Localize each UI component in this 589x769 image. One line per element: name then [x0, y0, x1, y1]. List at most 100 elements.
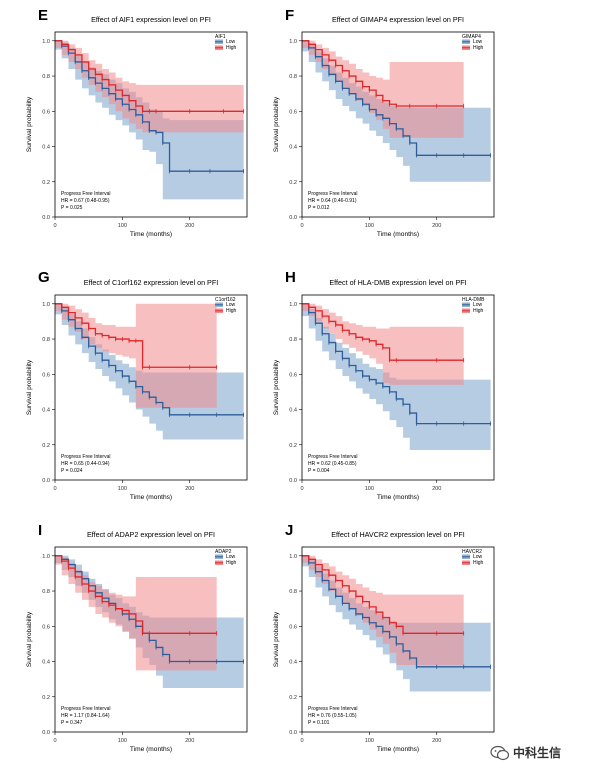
- stats-line: P = 0.012: [308, 205, 330, 211]
- x-tick-label: 100: [118, 738, 127, 744]
- x-tick-label: 0: [300, 223, 303, 229]
- y-tick-label: 1.0: [42, 554, 50, 560]
- x-axis-title: Time (months): [130, 231, 172, 238]
- km-curve-low: [55, 40, 244, 172]
- chart-title: Effect of AIF1 expression level on PFI: [91, 15, 211, 24]
- y-tick-label: 0.0: [42, 478, 50, 484]
- legend-title: C1orf162: [215, 297, 236, 303]
- panel-letter: E: [38, 7, 48, 24]
- plot-frame: [54, 294, 248, 481]
- legend-label-low: Low: [226, 302, 236, 308]
- x-tick-label: 0: [53, 486, 56, 492]
- stats-line: HR = 1.17 (0.84-1.64): [61, 713, 110, 719]
- ci-band-low: [302, 303, 491, 451]
- km-curve-low: [302, 303, 491, 425]
- panel-letter: I: [38, 522, 42, 539]
- x-tick-label: 200: [185, 223, 194, 229]
- x-axis-title: Time (months): [130, 746, 172, 753]
- legend-label-low: Low: [473, 302, 483, 308]
- panel-letter: J: [285, 522, 293, 539]
- legend-title: GIMAP4: [462, 34, 481, 40]
- chart-title: Effect of HLA-DMB expression level on PF…: [329, 278, 466, 287]
- legend-label-low: Low: [473, 554, 483, 560]
- stats-line: P = 0.347: [61, 720, 83, 726]
- legend-label-high: High: [473, 45, 484, 51]
- y-tick-label: 1.0: [289, 39, 297, 45]
- stats-line: HR = 0.76 (0.55-1.05): [308, 713, 357, 719]
- x-tick-label: 0: [53, 738, 56, 744]
- y-tick-label: 0.4: [42, 408, 50, 414]
- legend-label-high: High: [226, 45, 237, 51]
- y-tick-label: 0.6: [289, 372, 297, 378]
- km-curve-low: [302, 40, 491, 156]
- legend-label-low: Low: [473, 39, 483, 45]
- chart-title: Effect of ADAP2 expression level on PFI: [87, 530, 215, 539]
- legend-label-high: High: [473, 308, 484, 314]
- x-tick-label: 0: [300, 738, 303, 744]
- km-curve-low: [302, 555, 491, 668]
- y-tick-label: 0.8: [42, 74, 50, 80]
- y-axis-title: Survival probability: [26, 359, 33, 415]
- x-tick-label: 200: [432, 486, 441, 492]
- wechat-icon: [490, 745, 510, 761]
- legend-label-high: High: [226, 308, 237, 314]
- y-tick-label: 0.4: [42, 145, 50, 151]
- legend-title: ADAP2: [215, 549, 232, 555]
- stats-line: HR = 0.62 (0.45-0.85): [308, 461, 357, 467]
- stats-line: P = 0.004: [308, 468, 330, 474]
- y-axis-title: Survival probability: [273, 96, 280, 152]
- ci-band-high: [55, 555, 217, 671]
- x-axis-title: Time (months): [377, 746, 419, 753]
- stats-line: P = 0.024: [61, 468, 83, 474]
- chart-title: Effect of HAVCR2 expression level on PFI: [331, 530, 465, 539]
- x-tick-label: 100: [118, 486, 127, 492]
- legend-label-low: Low: [226, 39, 236, 45]
- y-tick-label: 0.8: [42, 337, 50, 343]
- stats-line: HR = 0.65 (0.44-0.94): [61, 461, 110, 467]
- y-tick-label: 0.2: [289, 443, 297, 449]
- km-curve-low: [55, 303, 244, 416]
- stats-line: Progress Free Interval: [61, 191, 110, 197]
- y-tick-label: 1.0: [289, 302, 297, 308]
- stats-line: P = 0.101: [308, 720, 330, 726]
- x-axis-title: Time (months): [130, 494, 172, 501]
- y-tick-label: 0.8: [289, 337, 297, 343]
- watermark: 中科生信: [490, 745, 561, 761]
- y-tick-label: 0.0: [289, 478, 297, 484]
- chart-title: Effect of C1orf162 expression level on P…: [84, 278, 219, 287]
- x-tick-label: 200: [432, 223, 441, 229]
- panel-letter: G: [38, 269, 50, 286]
- x-tick-label: 100: [365, 486, 374, 492]
- y-tick-label: 0.4: [42, 660, 50, 666]
- plot-frame: [301, 294, 495, 481]
- ci-band-high: [55, 303, 217, 408]
- chart-title: Effect of GIMAP4 expression level on PFI: [332, 15, 464, 24]
- y-tick-label: 1.0: [42, 39, 50, 45]
- km-panel-j: J Effect of HAVCR2 expression level on PF…: [273, 522, 495, 753]
- y-tick-label: 1.0: [289, 554, 297, 560]
- km-panel-g: G Effect of C1orf162 expression level on …: [26, 269, 248, 501]
- km-panel-e: E Effect of AIF1 expression level on PFI 0…: [26, 7, 248, 238]
- stats-line: Progress Free Interval: [308, 706, 357, 712]
- ci-band-high: [55, 40, 244, 133]
- legend-label-low: Low: [226, 554, 236, 560]
- legend-title: HLA-DMB: [462, 297, 485, 303]
- x-tick-label: 100: [365, 738, 374, 744]
- stats-line: HR = 0.64 (0.46-0.91): [308, 198, 357, 204]
- y-tick-label: 0.0: [289, 730, 297, 736]
- plot-frame: [54, 31, 248, 218]
- legend-label-high: High: [226, 560, 237, 566]
- y-tick-label: 0.0: [42, 215, 50, 221]
- legend-label-high: High: [473, 560, 484, 566]
- legend-title: AIF1: [215, 34, 226, 40]
- x-tick-label: 100: [118, 223, 127, 229]
- x-axis-title: Time (months): [377, 494, 419, 501]
- legend-title: HAVCR2: [462, 549, 482, 555]
- y-axis-title: Survival probability: [273, 611, 280, 667]
- stats-line: Progress Free Interval: [308, 191, 357, 197]
- x-tick-label: 200: [432, 738, 441, 744]
